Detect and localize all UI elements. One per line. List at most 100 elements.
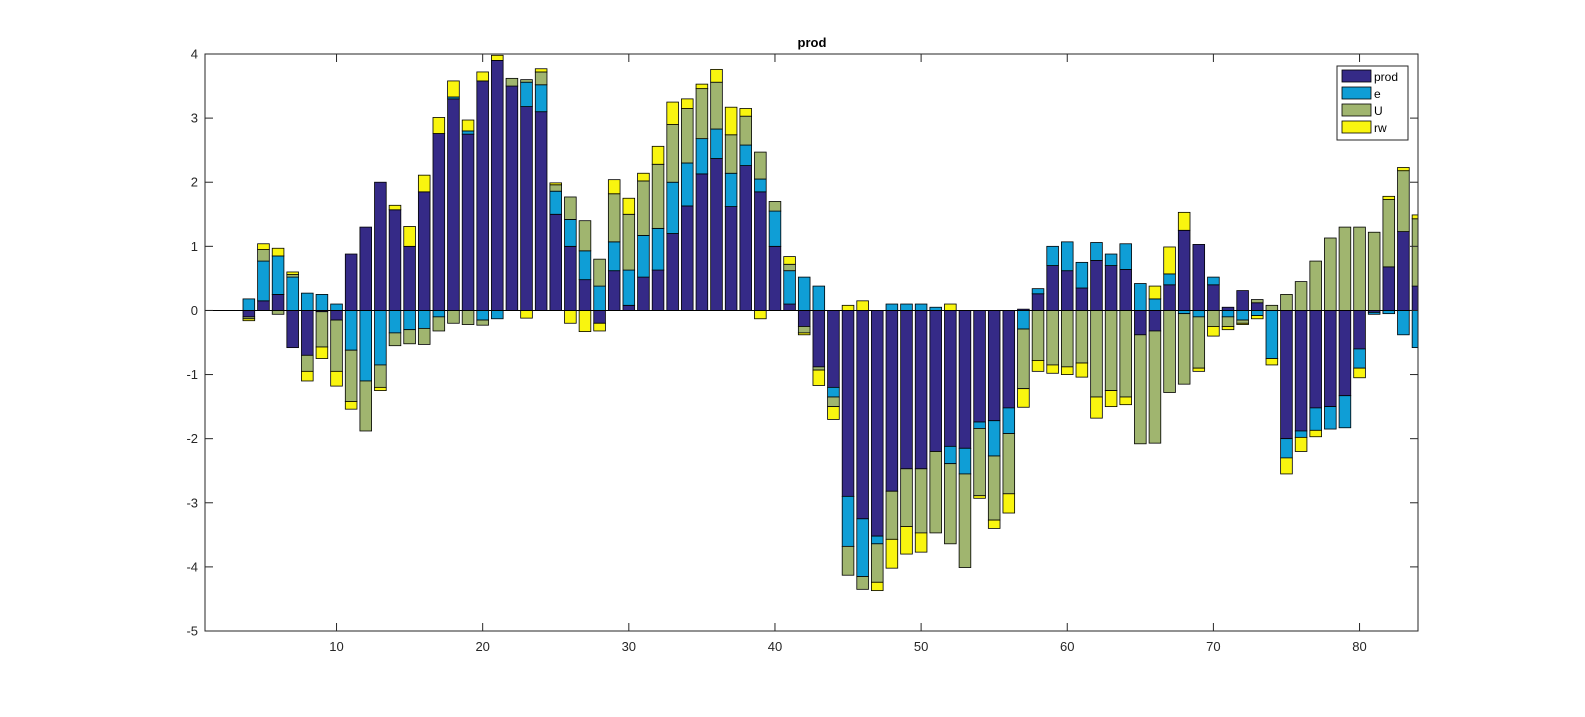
- bar-e-76: [1294, 430, 1308, 438]
- bar-prod-67: [1163, 284, 1176, 311]
- bar-e-31: [637, 235, 650, 278]
- bar-U-72: [1236, 319, 1249, 324]
- bar-rw-69: [1192, 367, 1206, 372]
- bar-e-69: [1192, 310, 1206, 318]
- bar-rw-21: [491, 54, 504, 61]
- bar-U-22: [505, 77, 519, 87]
- bar-U-15: [403, 329, 416, 345]
- bar-e-32: [651, 227, 665, 271]
- axes-box: [204, 53, 1419, 632]
- bar-prod-37: [724, 206, 738, 311]
- bar-e-72: [1236, 310, 1249, 321]
- plot-area: -5 -4 -3 -2 -1 0 1 2 3 4 10 20 30 40 50 60 70 80: [186, 47, 1419, 654]
- bar-rw-60: [1061, 366, 1074, 375]
- bar-rw-28: [593, 322, 606, 332]
- bar-rw-34: [681, 98, 694, 109]
- bar-rw-25: [549, 182, 562, 186]
- bar-rw-54: [973, 495, 986, 499]
- bar-rw-43: [812, 369, 826, 386]
- bar-e-63: [1104, 253, 1118, 266]
- bar-U-17: [432, 316, 446, 332]
- bar-prod-28: [593, 310, 606, 324]
- bar-rw-74: [1265, 358, 1279, 366]
- bar-prod-44: [827, 310, 840, 388]
- bar-e-64: [1119, 243, 1132, 270]
- bar-rw-71: [1221, 326, 1235, 331]
- bar-rw-73: [1251, 315, 1264, 320]
- bar-e-67: [1163, 273, 1176, 286]
- bar-U-77: [1309, 260, 1322, 311]
- bar-rw-5: [257, 243, 270, 250]
- bar-U-52: [944, 463, 957, 545]
- bar-rw-48: [885, 538, 899, 569]
- bar-U-9: [315, 311, 329, 348]
- bar-e-33: [666, 181, 679, 234]
- bar-e-27: [578, 250, 592, 281]
- bar-e-81: [1367, 311, 1381, 315]
- bar-rw-8: [301, 370, 314, 382]
- legend-label-U: U: [1374, 104, 1383, 118]
- bar-U-24: [534, 71, 548, 86]
- bar-e-61: [1075, 261, 1089, 289]
- bar-rw-31: [637, 172, 650, 182]
- bar-e-20: [476, 310, 489, 321]
- bar-prod-25: [549, 213, 562, 311]
- bar-U-42: [797, 326, 811, 334]
- bar-rw-67: [1163, 246, 1176, 275]
- chart-title: prod: [798, 35, 827, 50]
- bar-e-15: [403, 310, 416, 331]
- bar-U-27: [578, 220, 592, 252]
- bar-e-45: [841, 495, 855, 547]
- ytick-label: 3: [191, 111, 198, 126]
- bar-U-8: [301, 354, 314, 372]
- bar-U-73: [1251, 299, 1264, 304]
- bar-prod-60: [1061, 270, 1074, 311]
- bar-rw-70: [1207, 326, 1220, 337]
- bar-prod-45: [841, 310, 855, 497]
- bar-U-13: [374, 364, 387, 388]
- bar-rw-50: [914, 532, 928, 553]
- bar-U-63: [1104, 310, 1118, 391]
- bar-U-45: [841, 545, 855, 576]
- bar-prod-49: [900, 310, 913, 470]
- bar-prod-33: [666, 233, 679, 311]
- bar-U-35: [695, 88, 709, 140]
- bar-prod-7: [286, 310, 299, 349]
- bar-prod-65: [1134, 310, 1147, 336]
- bar-rw-62: [1090, 396, 1103, 419]
- xtick-label: 70: [1206, 639, 1220, 654]
- bar-e-14: [388, 310, 402, 334]
- bar-prod-16: [417, 191, 431, 311]
- bar-e-75: [1280, 438, 1293, 459]
- bar-prod-56: [1002, 310, 1016, 409]
- bar-prod-82: [1382, 266, 1396, 311]
- bar-prod-27: [578, 279, 592, 311]
- bar-e-10: [330, 303, 343, 311]
- bar-e-54: [973, 421, 986, 429]
- xtick-label: 20: [475, 639, 489, 654]
- bar-rw-66: [1148, 285, 1162, 300]
- bar-U-28: [593, 258, 606, 287]
- bar-U-54: [973, 428, 986, 497]
- bar-U-40: [768, 201, 782, 212]
- bar-U-43: [812, 366, 826, 371]
- bar-e-79: [1338, 395, 1352, 429]
- bar-e-24: [534, 84, 548, 113]
- bar-U-83: [1397, 170, 1410, 232]
- bar-prod-43: [812, 310, 826, 368]
- bar-U-6: [271, 310, 285, 315]
- bar-e-74: [1265, 310, 1279, 359]
- bar-e-44: [827, 386, 840, 398]
- bar-rw-11: [344, 401, 358, 410]
- bar-prod-30: [622, 304, 636, 311]
- bar-U-41: [783, 263, 796, 272]
- bar-rw-56: [1002, 493, 1016, 514]
- bar-rw-57: [1017, 388, 1030, 408]
- bar-U-66: [1148, 330, 1162, 444]
- bar-U-38: [739, 115, 752, 146]
- bar-rw-47: [871, 581, 884, 592]
- bar-rw-24: [534, 68, 548, 73]
- bar-U-10: [330, 319, 343, 372]
- bar-U-34: [681, 108, 694, 164]
